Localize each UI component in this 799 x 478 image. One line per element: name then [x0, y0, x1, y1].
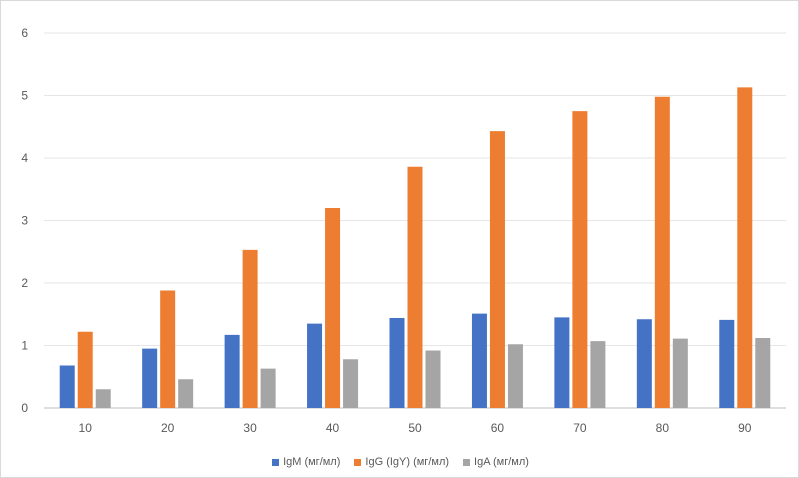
x-tick-label: 80	[656, 421, 670, 435]
legend-swatch-igg	[354, 458, 362, 466]
legend-item-iga: IgA (мг/мл)	[463, 456, 529, 468]
y-tick-label: 1	[21, 339, 28, 353]
bar-igg-80	[654, 96, 670, 408]
legend-swatch-igm	[272, 458, 280, 466]
bar-iga-70	[590, 341, 606, 408]
x-tick-label: 30	[243, 421, 257, 435]
bar-igm-50	[389, 318, 405, 408]
bar-igm-80	[636, 319, 652, 408]
x-tick-label: 40	[326, 421, 340, 435]
legend-item-igm: IgM (мг/мл)	[272, 456, 340, 468]
x-tick-label: 10	[79, 421, 93, 435]
bar-igg-10	[77, 331, 93, 408]
bar-igg-70	[572, 111, 588, 408]
y-tick-label: 4	[21, 151, 28, 165]
y-tick-label: 3	[21, 214, 28, 228]
bar-iga-30	[260, 368, 276, 408]
bar-igg-60	[489, 131, 505, 408]
bar-igg-50	[407, 166, 423, 408]
legend-label-igg: IgG (IgY) (мг/мл)	[365, 456, 450, 468]
bar-iga-90	[755, 338, 771, 408]
y-tick-label: 2	[21, 276, 28, 290]
x-axis-ticks: 10 20 30 40 50 60 70 80 90	[79, 421, 752, 435]
x-tick-label: 60	[491, 421, 505, 435]
x-tick-label: 20	[161, 421, 175, 435]
bar-iga-50	[425, 350, 441, 408]
bar-igm-30	[224, 334, 240, 408]
bar-iga-40	[343, 359, 359, 408]
y-axis-ticks: 0 1 2 3 4 5 6	[21, 26, 28, 415]
bars	[59, 87, 771, 408]
bar-igg-40	[325, 208, 341, 408]
x-tick-label: 50	[408, 421, 422, 435]
legend: IgM (мг/мл) IgG (IgY) (мг/мл) IgA (мг/мл…	[1, 452, 799, 472]
bar-igg-30	[242, 249, 258, 408]
bar-iga-10	[95, 389, 111, 408]
bar-igm-60	[471, 313, 487, 408]
y-tick-label: 5	[21, 89, 28, 103]
x-tick-label: 90	[738, 421, 752, 435]
x-tick-label: 70	[573, 421, 587, 435]
bar-igm-90	[719, 319, 735, 408]
bar-igm-40	[307, 323, 323, 408]
legend-item-igg: IgG (IgY) (мг/мл)	[354, 456, 449, 468]
bar-chart: 0 1 2 3 4 5 6 10 20 30 40 50 60 70 80 90	[21, 26, 786, 435]
legend-swatch-iga	[463, 458, 471, 466]
bar-iga-20	[178, 379, 194, 408]
bar-igm-10	[59, 365, 75, 408]
legend-label-igm: IgM (мг/мл)	[283, 456, 341, 468]
bar-igg-20	[160, 290, 176, 408]
legend-label-iga: IgA (мг/мл)	[474, 456, 529, 468]
bar-igm-70	[554, 317, 570, 408]
bar-iga-80	[672, 338, 688, 408]
bar-igm-20	[142, 348, 158, 408]
y-tick-label: 0	[21, 401, 28, 415]
bar-igg-90	[737, 87, 753, 408]
y-tick-label: 6	[21, 26, 28, 40]
bar-iga-60	[507, 344, 523, 408]
